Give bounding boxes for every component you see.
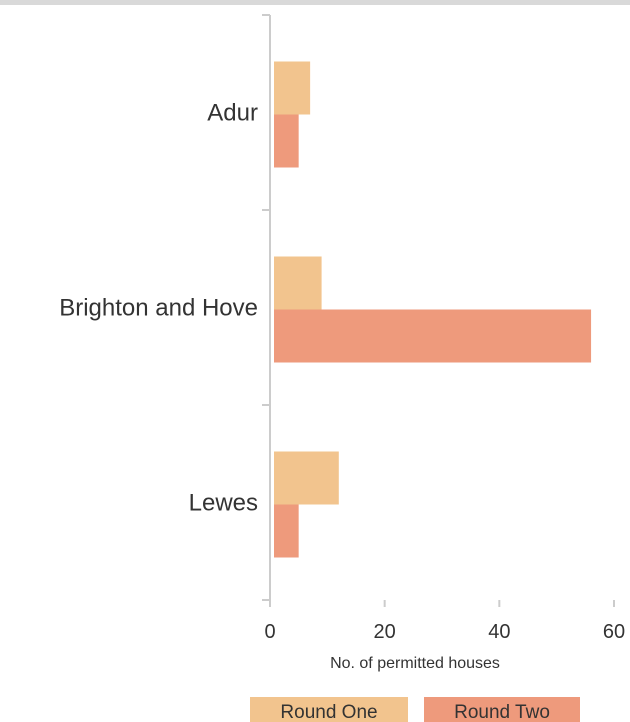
legend-label-round-two: Round Two xyxy=(454,702,550,722)
y-axis-ticks xyxy=(262,14,270,601)
bar-round-one-adur xyxy=(274,61,311,115)
bar-round-two-lewes xyxy=(274,504,299,558)
legend: Round One Round Two xyxy=(250,697,580,722)
category-labels: Adur Brighton and Hove Lewes xyxy=(59,100,258,517)
bar-round-one-brighton-and-hove xyxy=(274,256,322,310)
bar-round-one-lewes xyxy=(274,451,339,505)
bar-round-two-brighton-and-hove xyxy=(274,309,592,363)
bar-round-two-adur xyxy=(274,114,299,168)
x-tick-label: 20 xyxy=(374,621,396,643)
category-label: Brighton and Hove xyxy=(59,295,258,322)
top-border xyxy=(0,0,630,5)
legend-swatch-round-one xyxy=(250,697,408,722)
x-tick-label: 40 xyxy=(488,621,510,643)
category-label: Lewes xyxy=(189,490,258,517)
x-tick-label: 60 xyxy=(603,621,625,643)
legend-label-round-one: Round One xyxy=(280,702,377,722)
axes-group xyxy=(262,14,615,607)
x-tick-label: 0 xyxy=(264,621,275,643)
category-label: Adur xyxy=(207,100,258,127)
bars-group xyxy=(274,61,592,558)
x-tick-labels: 0 20 40 60 xyxy=(264,621,625,643)
x-axis-title: No. of permitted houses xyxy=(330,655,500,672)
x-axis-ticks xyxy=(269,600,615,607)
legend-swatch-round-two xyxy=(424,697,580,722)
